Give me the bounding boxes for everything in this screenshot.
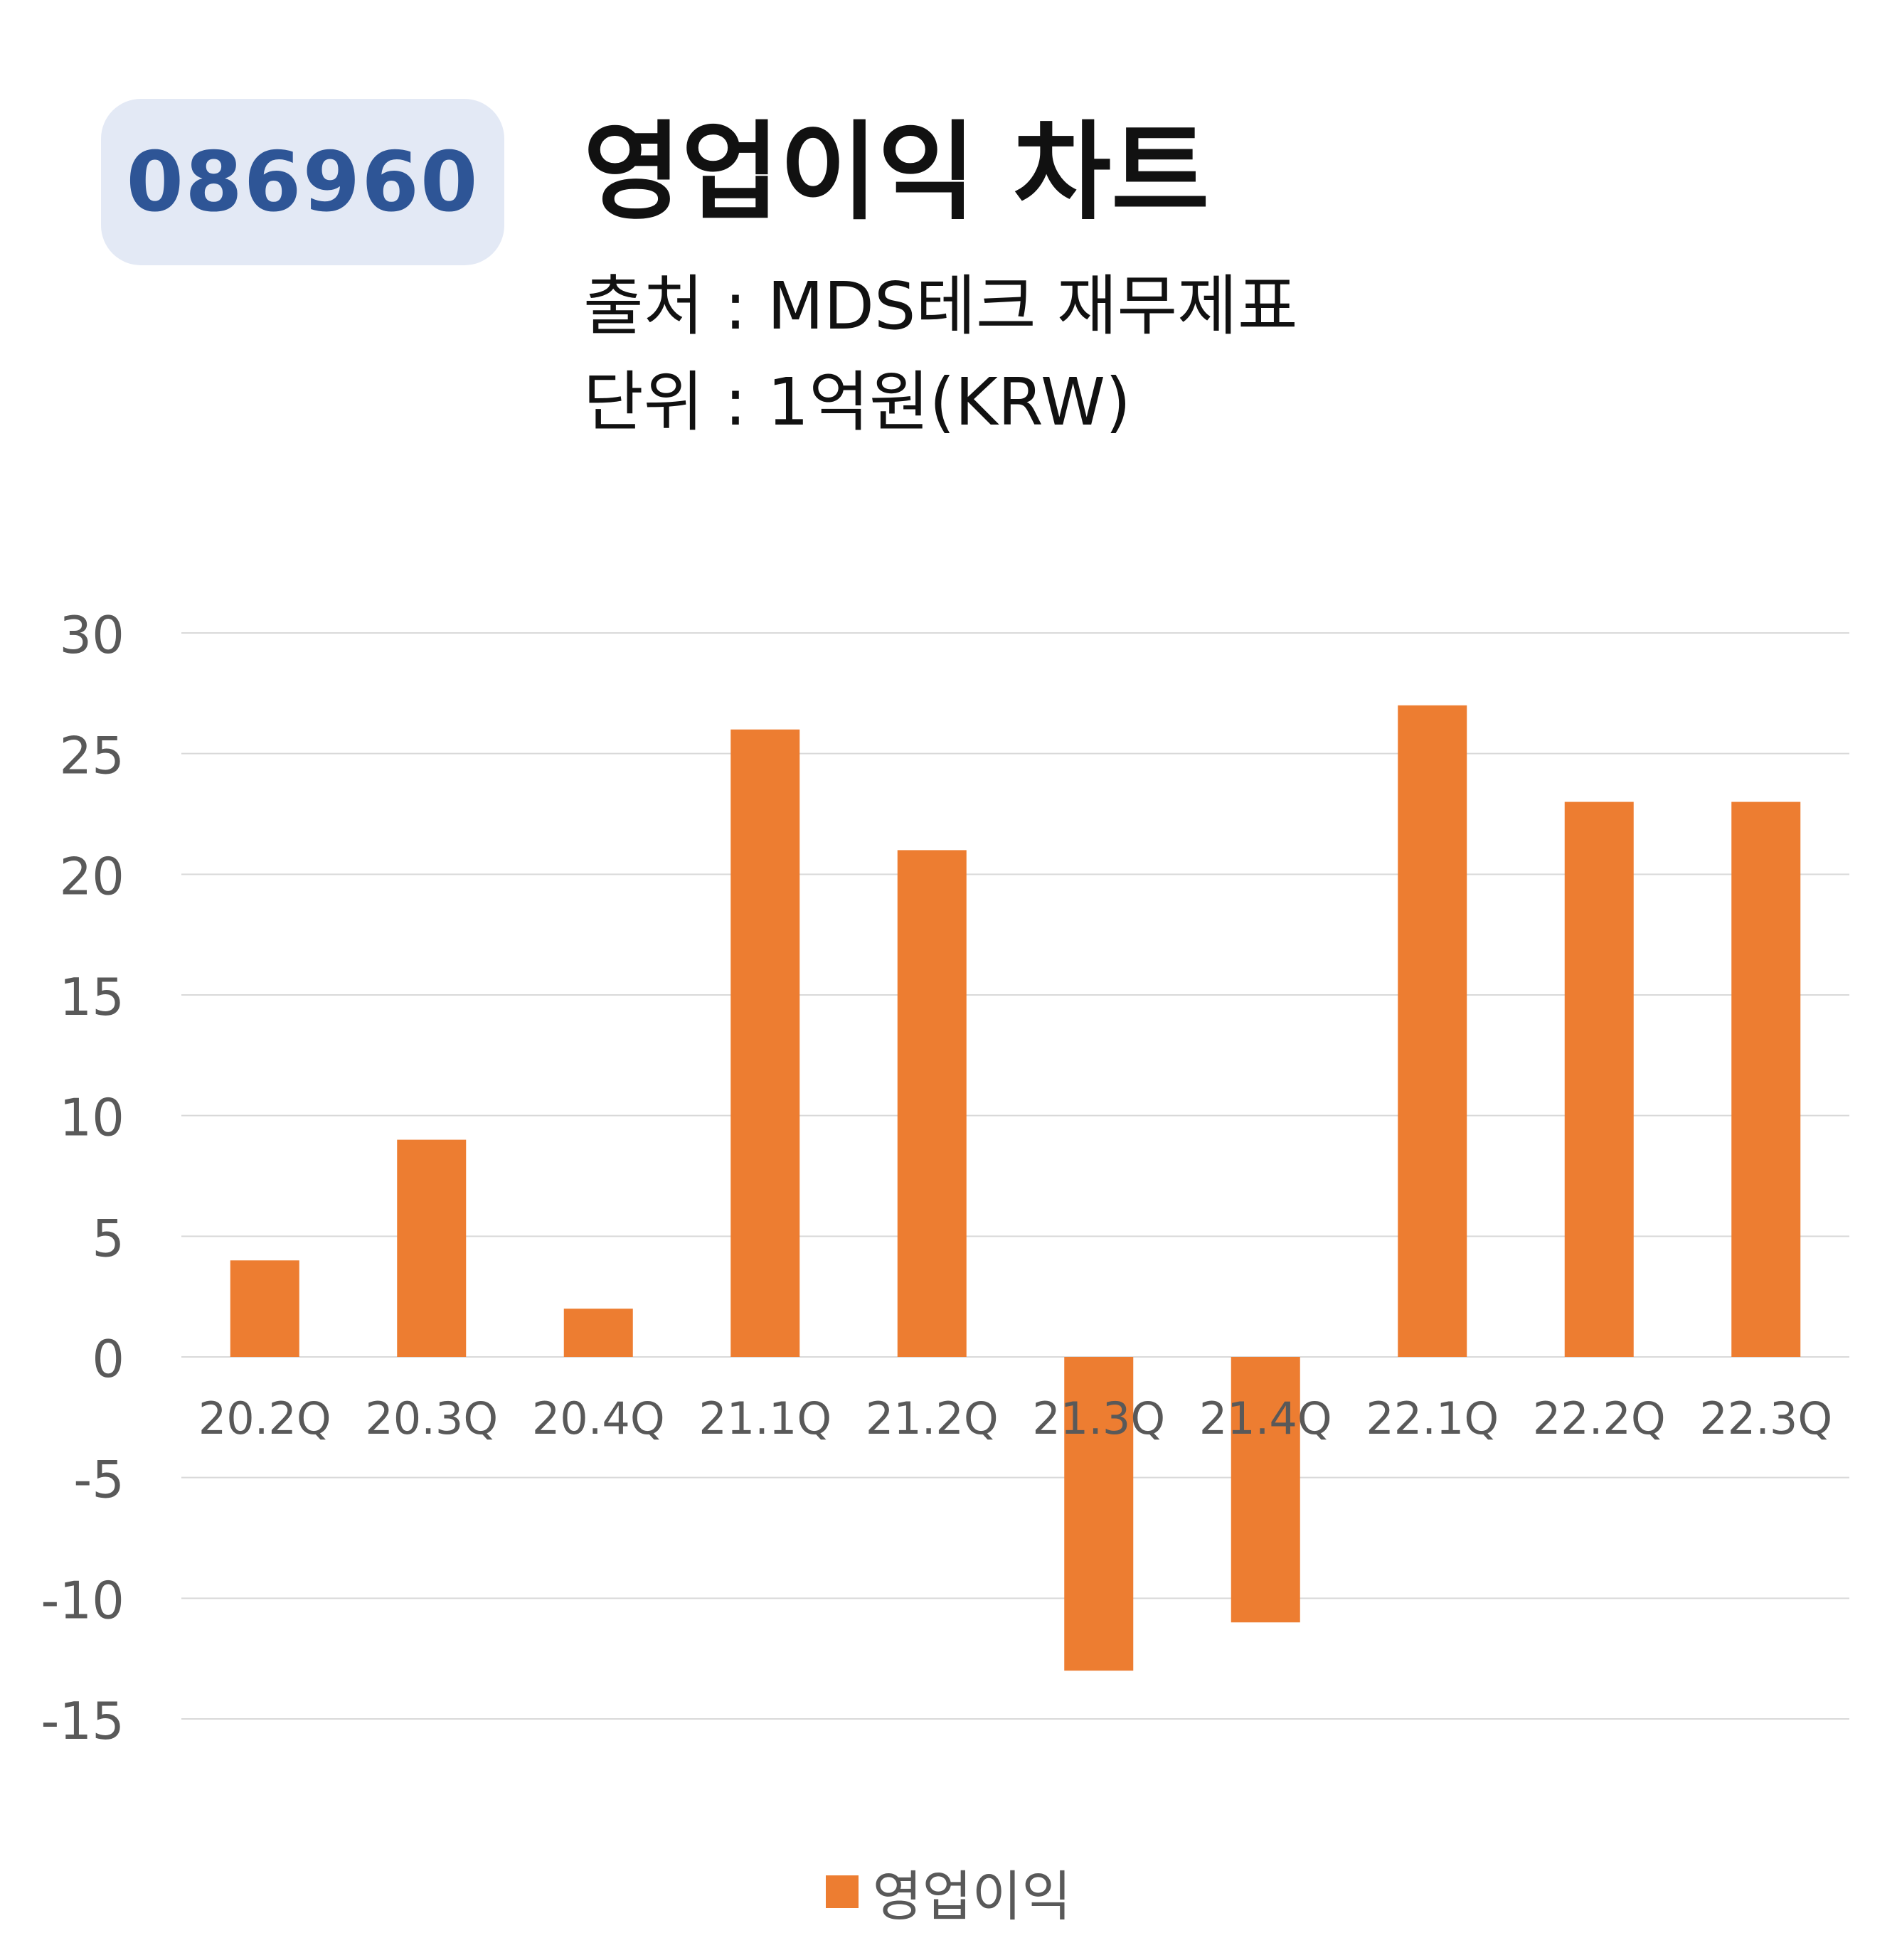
bar: [563, 1309, 633, 1357]
ticker-badge: 086960: [101, 99, 504, 265]
bar: [1398, 705, 1467, 1357]
legend-swatch: [825, 1875, 859, 1908]
bar: [1731, 801, 1801, 1357]
source-text: 출처 : MDS테크 재무제표: [583, 268, 1298, 344]
bar: [897, 850, 967, 1357]
y-tick-label: 10: [59, 1088, 124, 1148]
y-tick-label: -10: [41, 1570, 124, 1630]
bar: [1064, 1357, 1134, 1671]
x-tick-label: 21.2Q: [866, 1392, 999, 1444]
y-tick-label: 30: [59, 605, 124, 665]
x-tick-label: 21.4Q: [1199, 1392, 1332, 1444]
chart-title: 영업이익 차트: [583, 111, 1210, 235]
legend-label: 영업이익: [872, 1865, 1072, 1928]
legend: 영업이익: [0, 1853, 1897, 1931]
y-tick-label: 5: [92, 1208, 124, 1268]
x-tick-label: 20.2Q: [198, 1392, 331, 1444]
bar: [1564, 801, 1634, 1357]
ticker-code: 086960: [126, 134, 479, 230]
x-tick-label: 20.4Q: [532, 1392, 665, 1444]
x-tick-label: 21.3Q: [1032, 1392, 1165, 1444]
bar: [730, 729, 800, 1357]
unit-text: 단위 : 1억원(KRW): [583, 364, 1131, 440]
x-tick-label: 22.3Q: [1699, 1392, 1832, 1444]
y-tick-label: 20: [59, 846, 124, 906]
y-tick-label: -5: [73, 1450, 124, 1510]
y-tick-label: -15: [41, 1691, 124, 1751]
x-tick-label: 20.3Q: [365, 1392, 498, 1444]
x-tick-label: 22.2Q: [1533, 1392, 1666, 1444]
y-tick-label: 25: [59, 726, 124, 786]
x-tick-label: 22.1Q: [1366, 1392, 1499, 1444]
y-tick-label: 0: [92, 1329, 124, 1389]
bar: [397, 1139, 467, 1357]
bar: [230, 1260, 299, 1357]
y-tick-label: 15: [59, 967, 124, 1027]
bar: [1231, 1357, 1300, 1623]
x-tick-label: 21.1Q: [698, 1392, 831, 1444]
